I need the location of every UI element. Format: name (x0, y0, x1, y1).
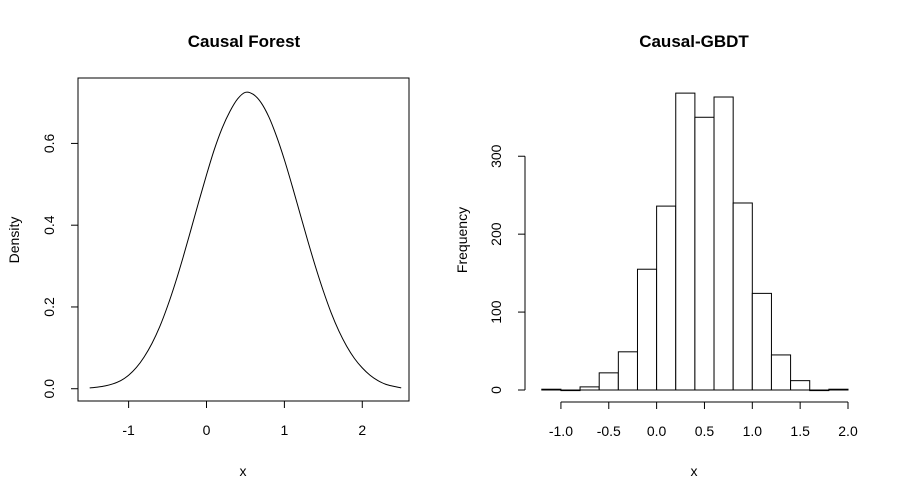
right-x-axis-label: x (691, 463, 698, 479)
histogram-bar (636, 268, 658, 391)
right-x-tick-label: 1.0 (743, 423, 763, 439)
left-plot-frame (77, 77, 410, 402)
histogram-bar (809, 389, 830, 392)
right-x-tick-label: 1.5 (790, 423, 810, 439)
histogram-bar (656, 205, 677, 391)
right-x-tick-label: 0.5 (695, 423, 715, 439)
left-y-axis: 0.0 0.2 0.4 0.6 (41, 133, 78, 398)
right-chart-title: Causal-GBDT (639, 32, 749, 51)
right-y-axis: 0 100 200 300 (488, 144, 526, 394)
left-chart-title: Causal Forest (188, 32, 301, 51)
right-y-tick-label: 100 (488, 300, 504, 324)
density-panel: Causal Forest -1 0 1 2 0.0 0.2 0.4 0.6 x Densi… (6, 32, 410, 479)
left-x-tick-label: 1 (280, 422, 288, 438)
density-curve-layer (89, 91, 402, 389)
histogram-bar (828, 388, 849, 391)
histogram-bar (751, 292, 772, 391)
histogram-bar (617, 351, 638, 391)
histogram-bar (732, 202, 753, 391)
histogram-panel: Causal-GBDT -1.0 -0.5 0.0 0.5 1.0 1.5 2.0 0 100… (454, 32, 858, 479)
left-x-tick-label: -1 (122, 422, 135, 438)
histogram-bar (579, 386, 600, 391)
histogram-bar (598, 372, 619, 391)
left-y-tick-label: 0.4 (41, 215, 57, 235)
left-y-axis-label: Density (6, 217, 22, 264)
right-x-axis: -1.0 -0.5 0.0 0.5 1.0 1.5 2.0 (549, 401, 858, 439)
left-x-axis: -1 0 1 2 (122, 401, 366, 438)
left-x-tick-label: 0 (203, 422, 211, 438)
left-x-tick-label: 2 (358, 422, 366, 438)
right-y-tick-label: 200 (488, 222, 504, 246)
left-y-tick-label: 0.6 (41, 133, 57, 153)
right-x-tick-label: -0.5 (597, 423, 621, 439)
right-x-tick-label: 2.0 (838, 423, 858, 439)
right-y-tick-label: 0 (488, 386, 504, 394)
histogram-bar (770, 354, 792, 391)
density-curve (89, 91, 402, 389)
histogram-bar (790, 380, 811, 391)
left-y-tick-label: 0.2 (41, 297, 57, 317)
right-x-tick-label: -1.0 (549, 423, 573, 439)
histogram-bar (560, 389, 581, 392)
histogram-bar (713, 96, 734, 391)
histogram-bar (675, 92, 696, 391)
right-y-tick-label: 300 (488, 144, 504, 168)
histogram-bar (541, 388, 562, 391)
left-x-axis-label: x (240, 463, 247, 479)
left-y-tick-label: 0.0 (41, 379, 57, 399)
right-x-tick-label: 0.0 (647, 423, 667, 439)
histogram-bar (694, 116, 715, 391)
right-y-axis-label: Frequency (454, 207, 470, 273)
histogram-bars (541, 92, 849, 392)
